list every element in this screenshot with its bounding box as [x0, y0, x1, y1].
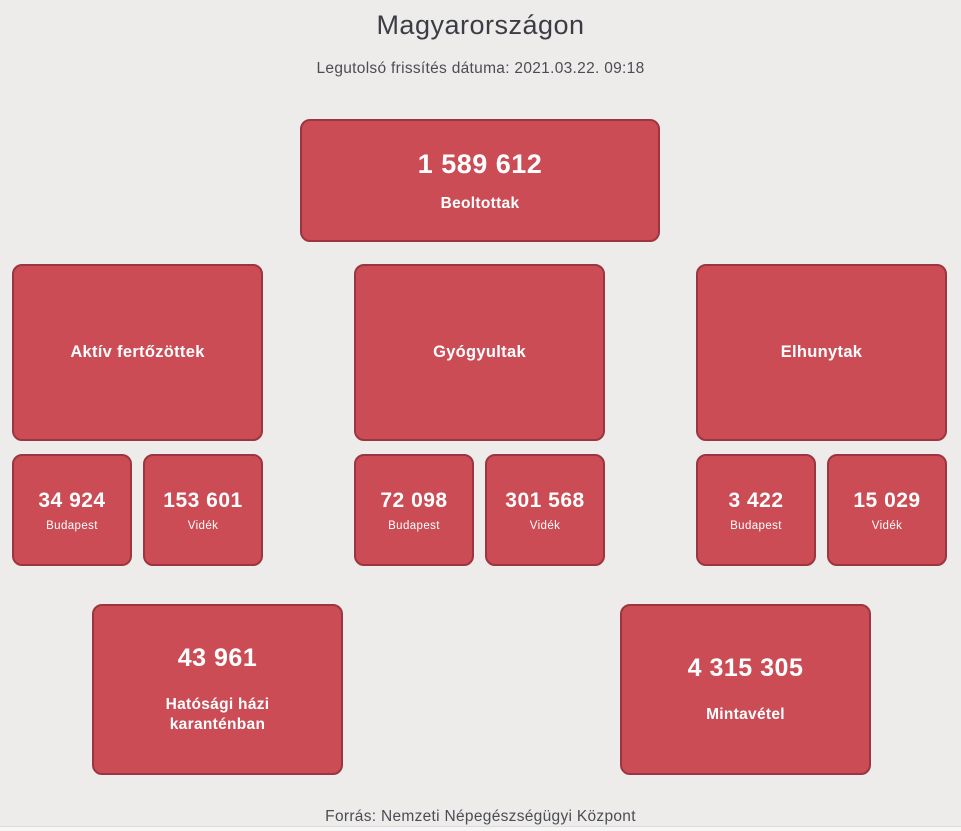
recovered-countryside-value: 301 568 [505, 488, 585, 512]
active-budapest-value: 34 924 [38, 488, 106, 512]
home-quarantine-value: 43 961 [177, 643, 258, 672]
recovered-countryside-label: Vidék [529, 519, 561, 532]
card-samples-taken: 4 315 305 Mintavétel [620, 604, 871, 775]
deceased-budapest-value: 3 422 [728, 488, 784, 512]
samples-taken-label: Mintavétel [706, 705, 785, 723]
active-countryside-label: Vidék [187, 519, 219, 532]
vaccinated-label: Beoltottak [440, 194, 520, 212]
home-quarantine-label: Hatósági házi karanténban [165, 695, 270, 733]
samples-taken-value: 4 315 305 [687, 653, 804, 682]
card-vaccinated: 1 589 612 Beoltottak [300, 119, 660, 242]
card-recovered-budapest: 72 098 Budapest [354, 454, 474, 566]
card-recovered-countryside: 301 568 Vidék [485, 454, 605, 566]
vaccinated-value: 1 589 612 [417, 148, 543, 179]
deceased-countryside-label: Vidék [871, 519, 903, 532]
card-active-infected: Aktív fertőzöttek [12, 264, 263, 441]
bottom-divider [0, 826, 961, 831]
deceased-budapest-label: Budapest [730, 519, 782, 532]
active-infected-label: Aktív fertőzöttek [70, 343, 205, 361]
page-title: Magyarországon [376, 10, 585, 40]
last-updated-text: Legutolsó frissítés dátuma: 2021.03.22. … [316, 60, 645, 77]
source-note: Forrás: Nemzeti Népegészségügyi Központ [325, 808, 636, 825]
active-budapest-label: Budapest [46, 519, 98, 532]
card-active-budapest: 34 924 Budapest [12, 454, 132, 566]
active-countryside-value: 153 601 [163, 488, 243, 512]
card-active-countryside: 153 601 Vidék [143, 454, 263, 566]
card-recovered: Gyógyultak [354, 264, 605, 441]
recovered-budapest-label: Budapest [388, 519, 440, 532]
recovered-budapest-value: 72 098 [380, 488, 448, 512]
card-home-quarantine: 43 961 Hatósági házi karanténban [92, 604, 343, 775]
recovered-label: Gyógyultak [433, 343, 526, 361]
deceased-label: Elhunytak [780, 343, 863, 361]
deceased-countryside-value: 15 029 [853, 488, 921, 512]
card-deceased: Elhunytak [696, 264, 947, 441]
card-deceased-budapest: 3 422 Budapest [696, 454, 816, 566]
card-deceased-countryside: 15 029 Vidék [827, 454, 947, 566]
